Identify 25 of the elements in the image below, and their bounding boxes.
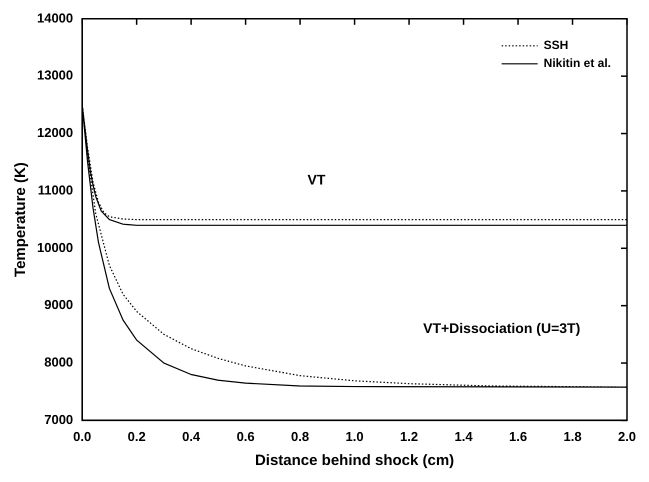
y-tick-label: 11000 bbox=[38, 182, 74, 198]
legend-label: SSH bbox=[544, 38, 568, 52]
x-tick-label: 1.6 bbox=[508, 428, 528, 444]
y-tick-label: 7000 bbox=[44, 412, 74, 427]
x-axis-title: Distance behind shock (cm) bbox=[254, 452, 454, 470]
x-tick-label: 0.8 bbox=[291, 428, 310, 444]
y-tick-label: 14000 bbox=[36, 10, 74, 26]
x-tick-label: 0.6 bbox=[236, 428, 255, 444]
annotation: VT+Dissociation (U=3T) bbox=[423, 320, 580, 336]
x-tick-label: 1.2 bbox=[400, 428, 418, 444]
x-tick-label: 1.0 bbox=[346, 428, 364, 444]
x-tick-label: 1.8 bbox=[563, 428, 582, 444]
y-tick-label: 12000 bbox=[36, 125, 74, 140]
y-tick-label: 13000 bbox=[36, 68, 74, 83]
x-tick-label: 1.4 bbox=[454, 428, 474, 444]
x-tick-label: 0.4 bbox=[182, 428, 201, 444]
legend-label: Nikitin et al. bbox=[544, 56, 612, 70]
y-tick-label: 8000 bbox=[44, 354, 74, 370]
x-tick-label: 2.0 bbox=[618, 428, 636, 444]
x-tick-label: 0.0 bbox=[73, 428, 92, 444]
annotation: VT bbox=[307, 171, 326, 188]
y-axis-title: Temperature (K) bbox=[12, 162, 30, 277]
x-tick-label: 0.2 bbox=[128, 428, 146, 444]
y-tick-label: 10000 bbox=[36, 240, 74, 255]
y-tick-label: 9000 bbox=[44, 297, 74, 312]
